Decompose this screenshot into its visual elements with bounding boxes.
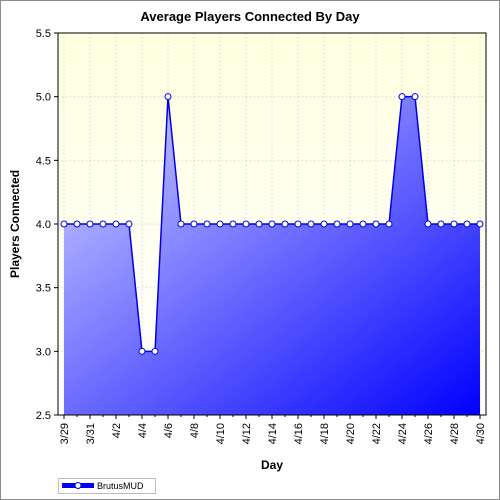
x-tick-label: 3/29 (59, 423, 71, 444)
y-tick-label: 4.5 (36, 155, 51, 167)
data-point-marker (320, 220, 328, 228)
legend-swatch-line-icon (62, 482, 94, 489)
data-point-marker (203, 220, 211, 228)
data-point-marker (177, 220, 185, 228)
data-point-marker (164, 93, 172, 101)
y-axis-label: Players Connected (8, 170, 22, 278)
data-point-marker (359, 220, 367, 228)
chart-title: Average Players Connected By Day (140, 9, 360, 24)
data-point-marker (99, 220, 107, 228)
x-tick-label: 4/28 (449, 423, 461, 444)
x-tick-label: 4/16 (293, 423, 305, 444)
x-tick-label: 4/24 (397, 423, 409, 444)
data-point-marker (333, 220, 341, 228)
data-point-marker (86, 220, 94, 228)
x-tick-label: 4/6 (163, 423, 175, 438)
data-point-marker (60, 220, 68, 228)
x-tick-label: 4/30 (475, 423, 487, 444)
legend: BrutusMUD (58, 478, 156, 494)
data-point-marker (398, 93, 406, 101)
data-point-marker (268, 220, 276, 228)
x-tick-label: 4/2 (111, 423, 123, 438)
data-point-marker (411, 93, 419, 101)
data-point-marker (242, 220, 250, 228)
legend-entry-brutusmud: BrutusMUD (97, 481, 144, 491)
data-point-marker (346, 220, 354, 228)
data-point-marker (138, 347, 146, 355)
data-point-marker (463, 220, 471, 228)
x-tick-label: 4/22 (371, 423, 383, 444)
x-tick-label: 4/14 (267, 423, 279, 444)
data-point-marker (151, 347, 159, 355)
data-point-marker (73, 220, 81, 228)
data-point-marker (294, 220, 302, 228)
data-point-marker (450, 220, 458, 228)
x-tick-label: 4/10 (215, 423, 227, 444)
data-point-marker (216, 220, 224, 228)
x-axis-label: Day (261, 458, 283, 472)
data-point-marker (437, 220, 445, 228)
y-tick-label: 3.0 (36, 346, 51, 358)
y-tick-label: 5.5 (36, 28, 51, 40)
data-point-marker (255, 220, 263, 228)
y-tick-label: 3.5 (36, 283, 51, 295)
data-point-marker (190, 220, 198, 228)
data-point-marker (476, 220, 484, 228)
data-point-marker (229, 220, 237, 228)
axes (54, 32, 481, 419)
data-point-marker (281, 220, 289, 228)
y-tick-label: 4.0 (36, 219, 51, 231)
data-point-marker (125, 220, 133, 228)
series-area-brutusmud (64, 96, 480, 416)
x-tick-label: 4/18 (319, 423, 331, 444)
data-point-marker (112, 220, 120, 228)
x-tick-label: 4/12 (241, 423, 253, 444)
tick-labels: 2.5 3.0 3.5 4.0 4.5 5.0 5.5 3/29 3/31 4/2 4/4 4/6 4/… (36, 28, 487, 444)
x-tick-label: 4/8 (189, 423, 201, 438)
data-point-marker (372, 220, 380, 228)
x-tick-label: 4/4 (137, 423, 149, 438)
x-tick-label: 4/20 (345, 423, 357, 444)
y-tick-label: 2.5 (36, 410, 51, 422)
x-tick-label: 4/26 (423, 423, 435, 444)
data-point-marker (424, 220, 432, 228)
series-markers (60, 93, 484, 355)
data-point-marker (385, 220, 393, 228)
data-point-marker (307, 220, 315, 228)
x-tick-label: 3/31 (85, 423, 97, 444)
y-tick-label: 5.0 (36, 92, 51, 104)
